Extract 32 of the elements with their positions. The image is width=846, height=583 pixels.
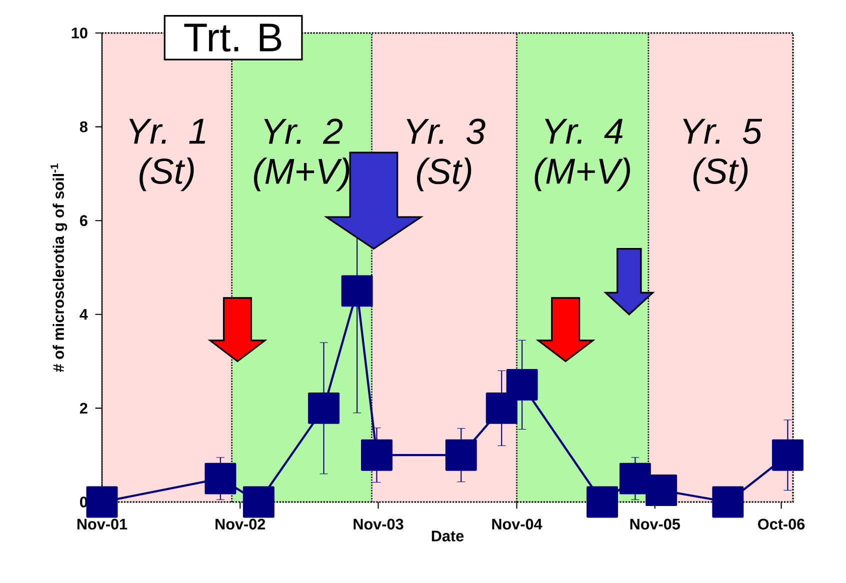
x-tick-label: Oct-06 [758, 518, 805, 530]
y-tick-label: 4 [80, 309, 88, 320]
point [506, 369, 538, 400]
y-axis-title: # of microsclerotia g of soil$^{-1}$ [50, 164, 68, 372]
band-label: Yr. 5 (St) [683, 118, 762, 192]
x-tick-label: Nov-01 [77, 518, 128, 530]
point [486, 392, 518, 424]
point [646, 474, 678, 506]
point [586, 486, 618, 518]
point [242, 486, 274, 518]
point [772, 439, 804, 471]
point [204, 462, 236, 494]
x-tick-label: Nov-02 [216, 518, 266, 530]
band-label: Yr. 3 (St) [406, 118, 486, 192]
band-label: Yr. 1 (St) [129, 118, 206, 192]
point [361, 439, 392, 471]
point [86, 486, 118, 518]
chart-title: Trt. B [184, 24, 282, 52]
y-tick-label: 2 [80, 402, 88, 414]
x-tick-label: Nov-03 [354, 518, 404, 530]
point [341, 275, 373, 307]
x-tick-label: Nov-05 [630, 518, 680, 530]
point [445, 439, 477, 471]
y-tick-label: 8 [80, 121, 88, 132]
point [712, 486, 744, 518]
y-tick-label: 6 [80, 215, 88, 226]
y-tick-label: 10 [72, 28, 88, 38]
point [308, 392, 340, 424]
band-label: Yr. 2 (M+V) [254, 118, 350, 192]
band-label: Yr. 4 (M+V) [534, 118, 630, 192]
x-tick-label: Nov-04 [492, 518, 542, 530]
x-axis-title: Date [432, 530, 464, 542]
